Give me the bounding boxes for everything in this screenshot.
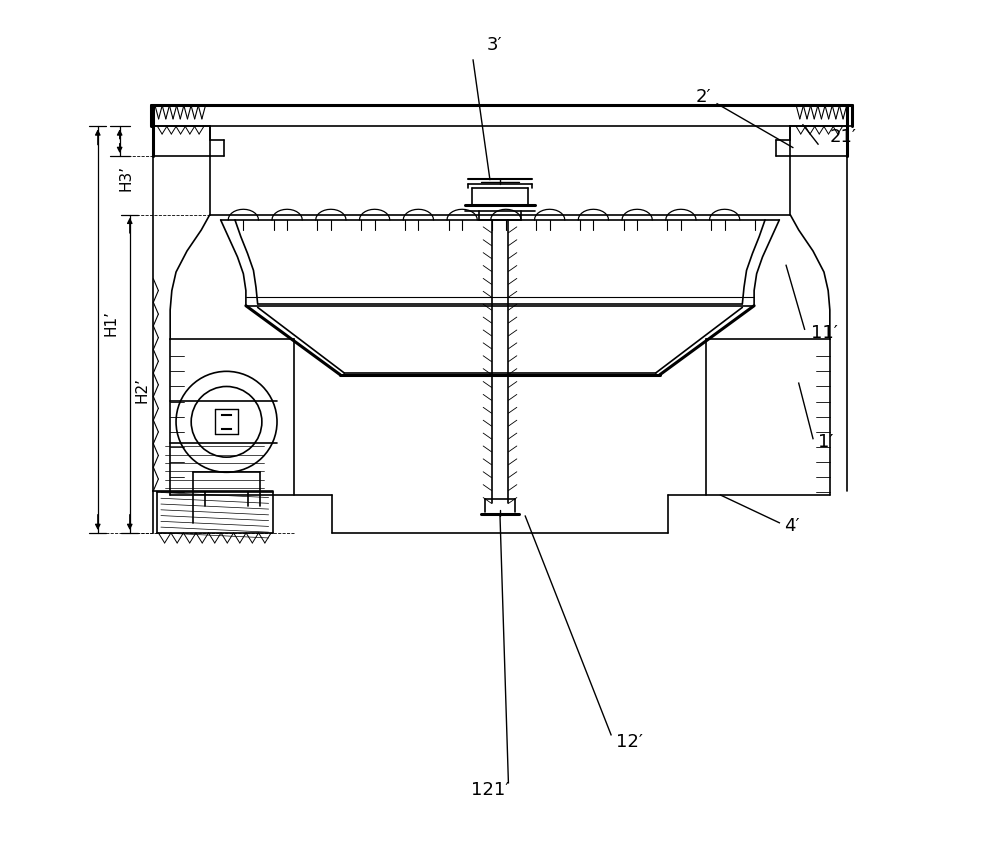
Polygon shape — [790, 126, 847, 156]
Polygon shape — [153, 126, 210, 156]
Text: 1′: 1′ — [818, 433, 834, 451]
Text: 12′: 12′ — [616, 733, 643, 750]
Text: H3’: H3’ — [118, 164, 133, 191]
Text: H1’: H1’ — [104, 309, 119, 335]
Text: 2′: 2′ — [696, 88, 711, 106]
Text: 4′: 4′ — [784, 518, 800, 535]
Text: 21′: 21′ — [830, 129, 857, 147]
Text: 121′: 121′ — [471, 781, 509, 799]
Text: 3′: 3′ — [486, 36, 502, 54]
Text: H2’: H2’ — [135, 377, 150, 403]
Text: 11′: 11′ — [811, 324, 838, 341]
